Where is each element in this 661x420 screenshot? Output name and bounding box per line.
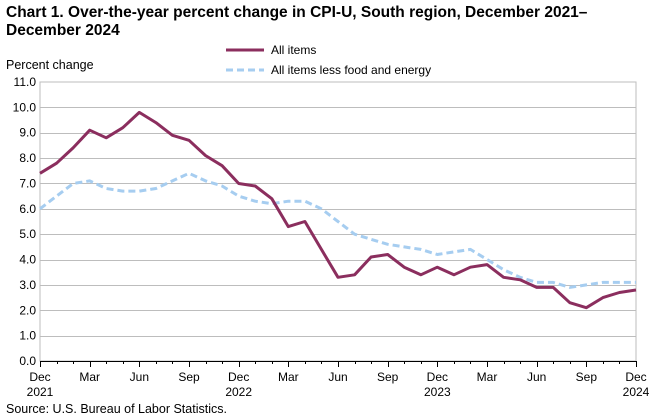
y-tick-label: 7.0 [19,176,36,190]
x-tick-label: Mar [79,370,100,384]
y-tick-label: 5.0 [19,227,36,241]
y-tick-label: 9.0 [19,126,36,140]
y-tick-label: 0.0 [19,354,36,368]
series-line-all-items [39,110,637,310]
y-tick-label: 3.0 [19,278,36,292]
x-tick-label: Sep [377,370,399,384]
legend: All items All items less food and energy [226,43,431,77]
x-tick-label: Jun [130,370,149,384]
x-tick-label: Jun [328,370,347,384]
x-tick-year-label: 2024 [623,385,650,399]
x-tick-label: Jun [527,370,546,384]
x-tick-year-label: 2021 [27,385,54,399]
y-tick-label: 2.0 [19,303,36,317]
legend-label: All items less food and energy [271,63,431,77]
x-tick-label: Dec [29,370,50,384]
x-tick-year-label: 2023 [424,385,451,399]
source-note: Source: U.S. Bureau of Labor Statistics. [6,402,227,416]
series-lines [39,110,637,310]
x-tick-label: Sep [178,370,200,384]
x-tick-label: Mar [278,370,299,384]
y-axis-label: Percent change [6,58,94,72]
x-tick-label: Mar [477,370,498,384]
y-tick-label: 10.0 [13,100,37,114]
legend-label: All items [271,43,316,57]
x-tick-label: Dec [427,370,448,384]
y-tick-label: 11.0 [14,75,37,89]
x-tick-label: Dec [625,370,646,384]
y-tick-label: 8.0 [19,151,36,165]
y-tick-label: 6.0 [19,202,36,216]
x-tick-label: Dec [228,370,249,384]
x-tick-label: Sep [576,370,598,384]
y-tick-label: 1.0 [19,329,36,343]
y-tick-label: 4.0 [19,253,36,267]
y-tick-labels: 0.0 1.0 2.0 3.0 4.0 5.0 6.0 7.0 8.0 9.0 10.0 11.0 [13,75,37,368]
x-tick-year-label: 2022 [225,385,252,399]
series-line-core [39,171,636,289]
chart-title: Chart 1. Over-the-year percent change in… [6,4,588,39]
